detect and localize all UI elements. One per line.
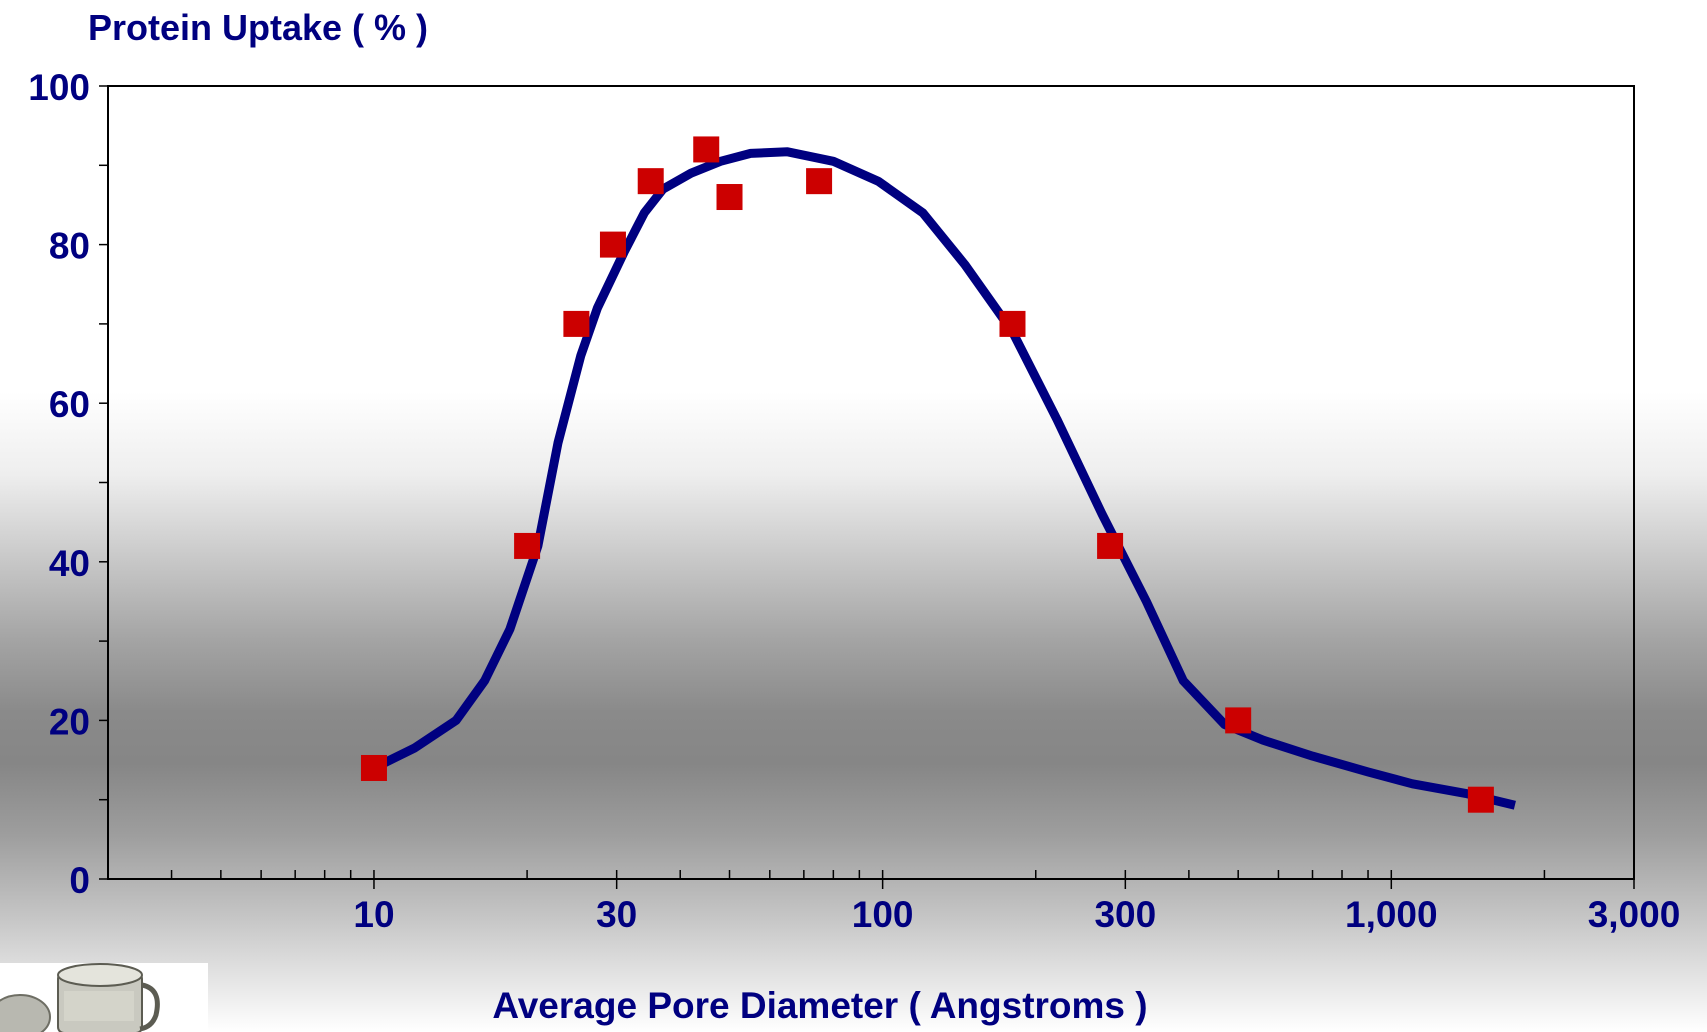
x-tick-label: 100 (852, 894, 914, 935)
axis-ticks: 0 20 40 60 80 100 10 30 100 300 1,000 3,000 (28, 67, 1680, 935)
x-tick-label: 300 (1094, 894, 1156, 935)
x-axis-title: Average Pore Diameter ( Angstroms ) (492, 985, 1147, 1026)
y-tick-label: 20 (49, 701, 90, 742)
plot-frame (107, 85, 1635, 880)
data-point (360, 754, 387, 781)
x-tick-label: 1,000 (1345, 894, 1438, 935)
data-point (999, 310, 1026, 337)
data-point (514, 532, 541, 559)
fit-curve-layer (372, 147, 1516, 810)
data-point (563, 310, 590, 337)
x-tick-label: 30 (596, 894, 637, 935)
data-point (716, 184, 743, 211)
data-point (599, 231, 626, 258)
y-tick-label: 80 (49, 226, 90, 267)
y-axis-title: Protein Uptake ( % ) (88, 7, 428, 48)
data-point (637, 168, 664, 195)
y-tick-label: 0 (69, 860, 90, 901)
y-tick-label: 40 (49, 543, 90, 584)
x-tick-label: 10 (353, 894, 394, 935)
y-tick-label: 60 (49, 384, 90, 425)
y-tick-label: 100 (28, 67, 90, 108)
data-point (1225, 707, 1252, 734)
fit-curve (372, 147, 1516, 810)
data-point (806, 168, 833, 195)
x-tick-label: 3,000 (1588, 894, 1681, 935)
data-point (1467, 786, 1494, 813)
data-points-layer (360, 136, 1494, 813)
data-point (1097, 532, 1124, 559)
lab-glassware-image (0, 963, 208, 1032)
data-point (693, 136, 720, 163)
